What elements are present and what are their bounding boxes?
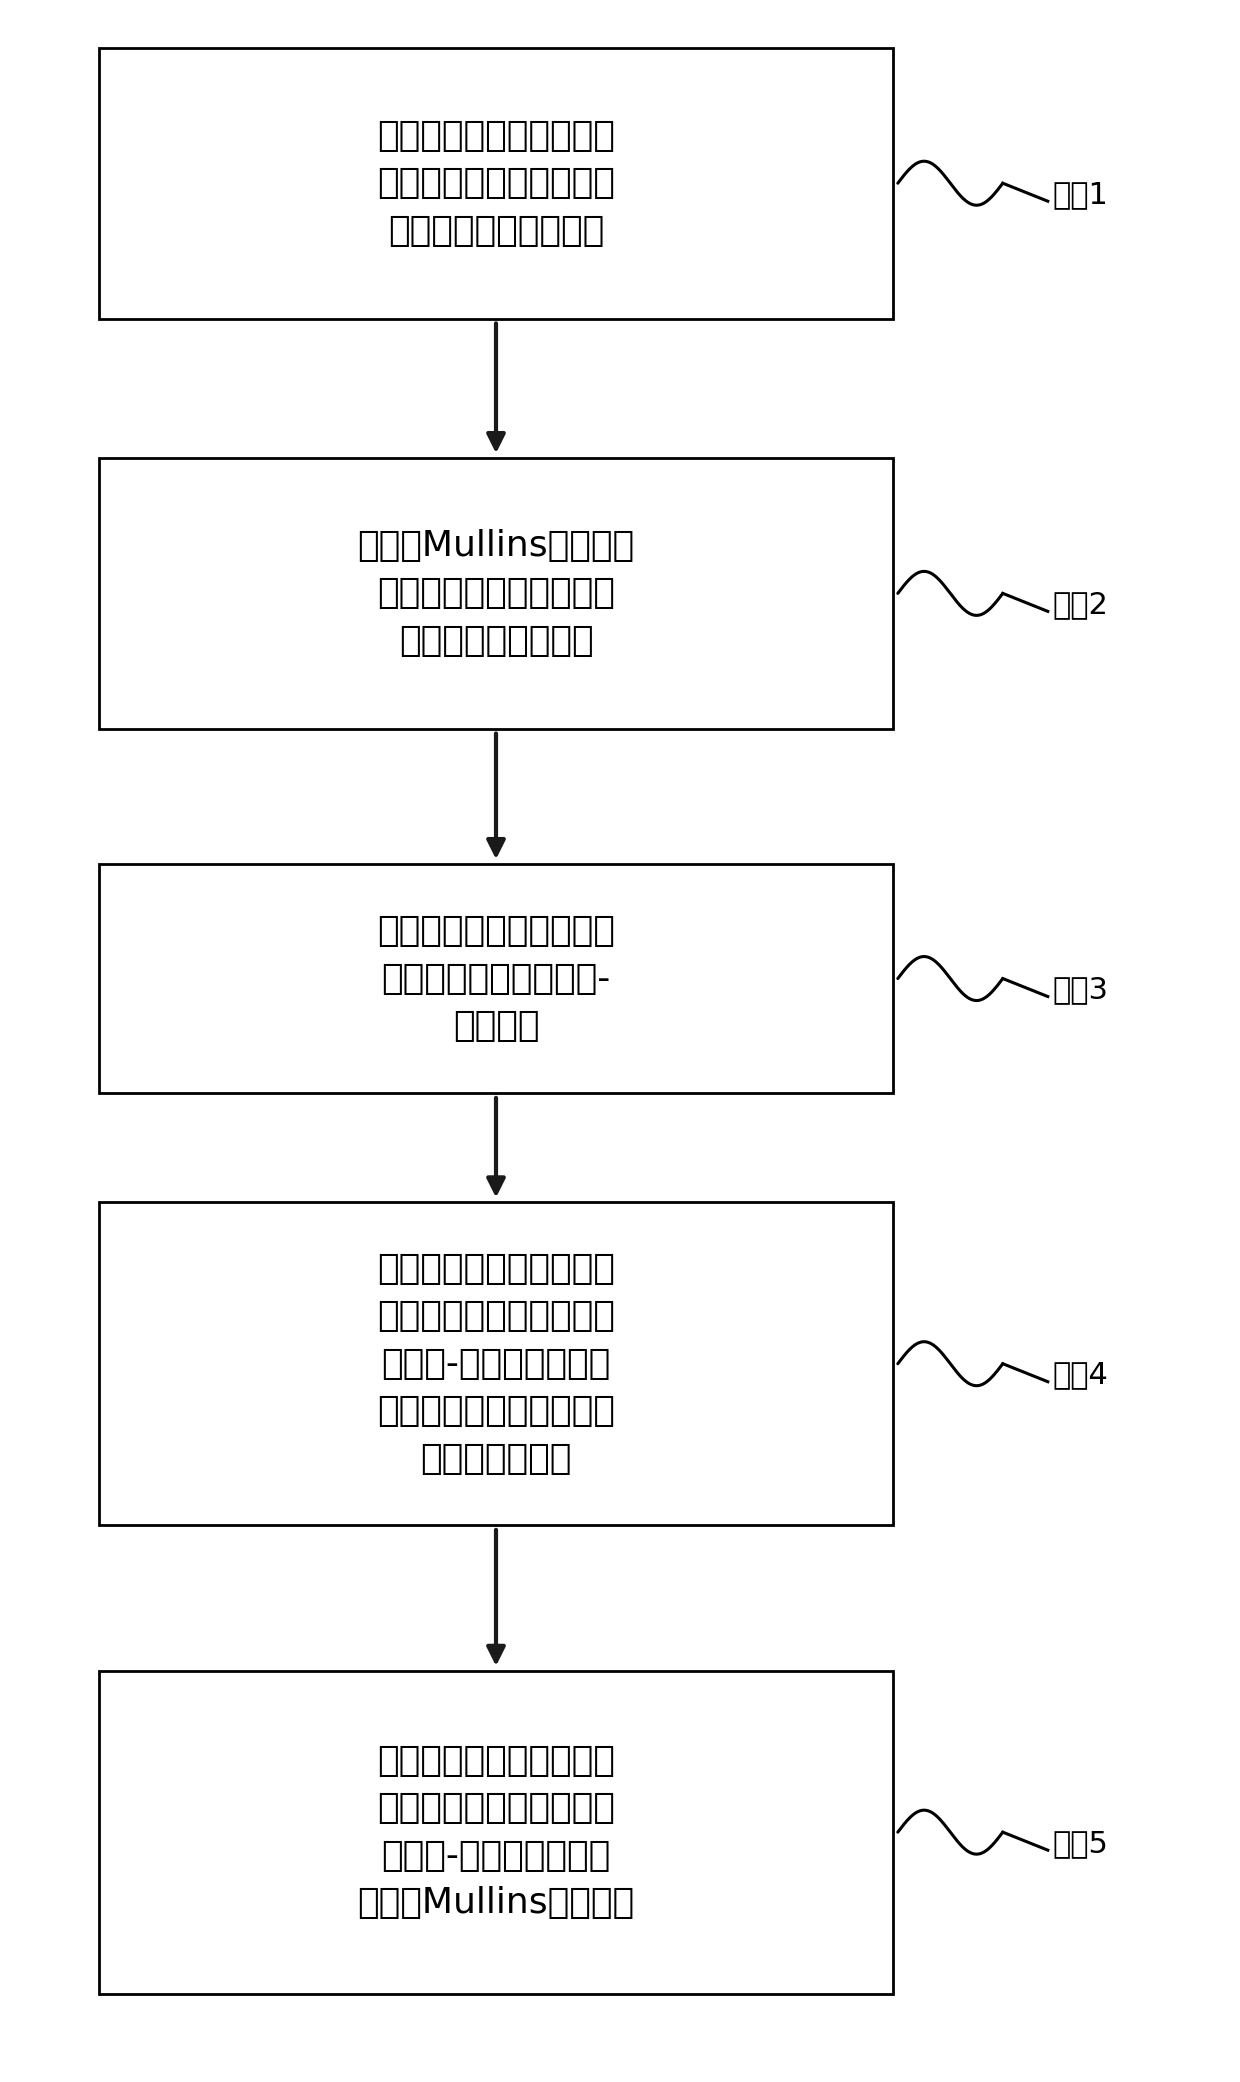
FancyBboxPatch shape xyxy=(99,1670,893,1995)
Text: 步骤1: 步骤1 xyxy=(1053,179,1109,208)
Text: 步骤5: 步骤5 xyxy=(1053,1828,1109,1857)
FancyBboxPatch shape xyxy=(99,48,893,319)
Text: 步骤2: 步骤2 xyxy=(1053,589,1109,618)
Text: 开展球压头压痕实验获得
实际材料的加卸载载荷-
位移曲线: 开展球压头压痕实验获得 实际材料的加卸载载荷- 位移曲线 xyxy=(377,914,615,1043)
Text: 根据无量纲函数的显示表
达以及球压头压痕实验卸
载载荷-位移曲线反演得
到材料Mullins效应参数: 根据无量纲函数的显示表 达以及球压头压痕实验卸 载载荷-位移曲线反演得 到材料M… xyxy=(357,1745,635,1920)
FancyBboxPatch shape xyxy=(99,458,893,729)
FancyBboxPatch shape xyxy=(99,864,893,1093)
Text: 步骤3: 步骤3 xyxy=(1053,974,1109,1004)
Text: 通过在压痕实验中引入无
量纲函数来建立压痕实验
中各物理量之间的关系: 通过在压痕实验中引入无 量纲函数来建立压痕实验 中各物理量之间的关系 xyxy=(377,119,615,248)
Text: 根据无量纲函数的显示表
达以及球压头压痕实验加
载载荷-位移曲线反演得
到材料的初始剪切模量和
超弹性力学参数: 根据无量纲函数的显示表 达以及球压头压痕实验加 载载荷-位移曲线反演得 到材料的… xyxy=(377,1251,615,1476)
Text: 步骤4: 步骤4 xyxy=(1053,1360,1109,1389)
FancyBboxPatch shape xyxy=(99,1203,893,1524)
Text: 根据含Mullins效应的有
限元模型计算获得上述无
量纲函数的显示表达: 根据含Mullins效应的有 限元模型计算获得上述无 量纲函数的显示表达 xyxy=(357,529,635,658)
